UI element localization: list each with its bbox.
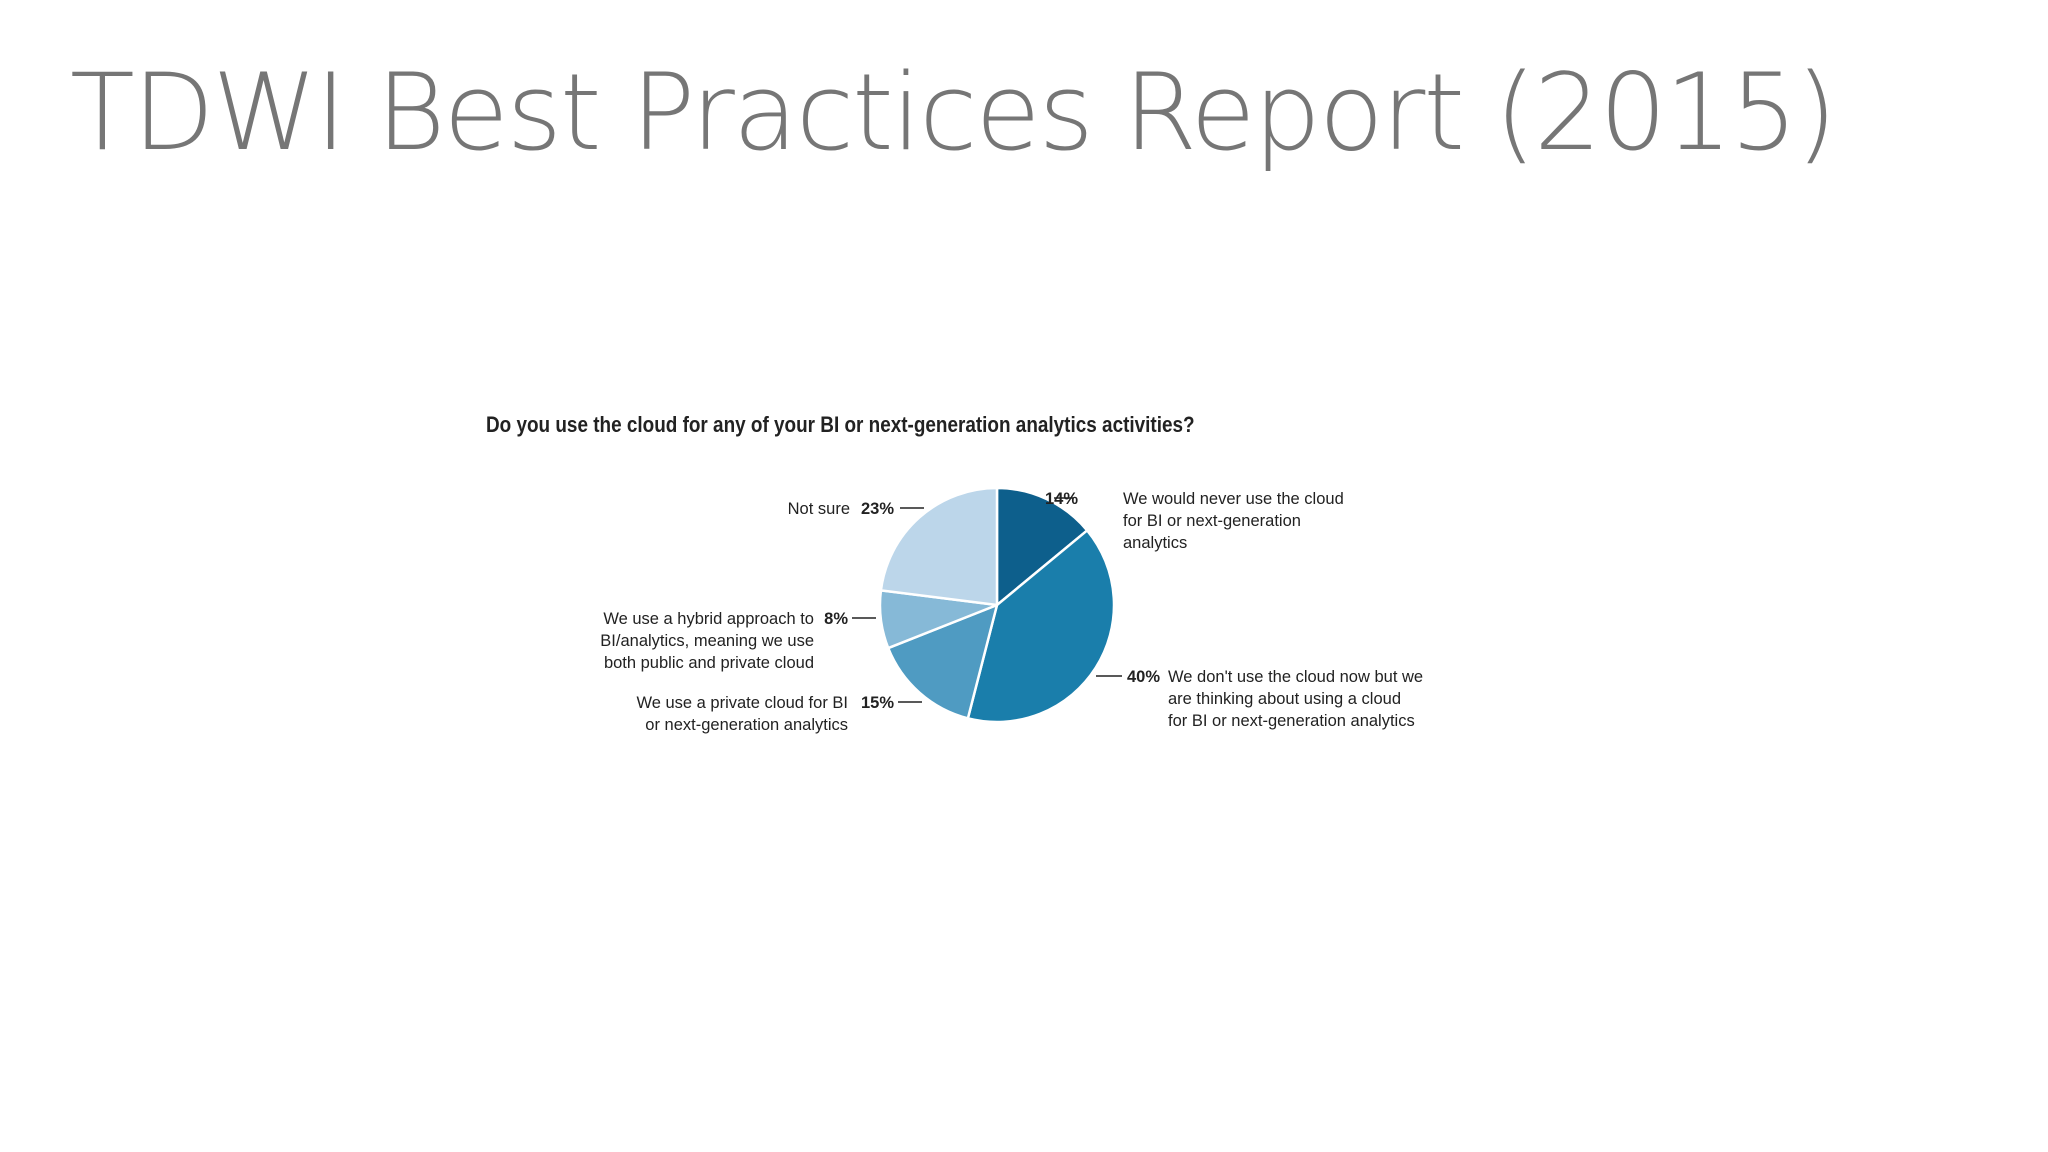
slice-description-label: We would never use the cloud for BI or ne… (1123, 490, 1344, 552)
pie-slice (966, 529, 1116, 724)
pie-slice (995, 486, 1089, 607)
slice-description-label: Not sure (788, 500, 850, 518)
slice-percent-label: 8% (824, 610, 848, 628)
slice-description-label: We don't use the cloud now but we are thi… (1168, 668, 1423, 730)
slice-description-label: We use a private cloud for BI or next-gen… (636, 694, 848, 734)
slice-percent-label: 14% (1045, 490, 1078, 508)
slice-percent-label: 15% (861, 694, 894, 712)
pie-chart-svg: 14% We would never use the cloud for BI or… (600, 486, 1423, 734)
pie-chart: 14% We would never use the cloud for BI or… (470, 400, 1470, 770)
chart-title: Do you use the cloud for any of your BI … (486, 412, 1195, 437)
slice-percent-label: 40% (1127, 668, 1160, 686)
slide-title: TDWI Best Practices Report (2015) (70, 51, 1837, 174)
slice-percent-label: 23% (861, 500, 894, 518)
pie-slice (886, 603, 999, 720)
slice-description-label: We use a hybrid approach to BI/analytics,… (600, 610, 814, 672)
pie-slice (879, 486, 999, 607)
